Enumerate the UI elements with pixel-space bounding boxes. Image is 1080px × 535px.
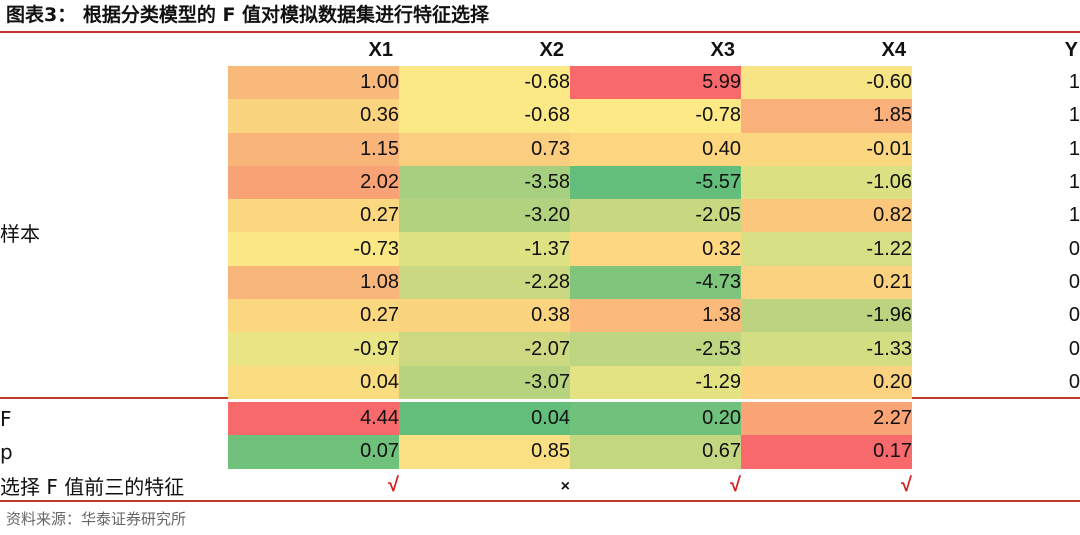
stat-row-p: p 0.07 0.85 0.67 0.17: [0, 435, 1080, 469]
stat-label: F: [0, 406, 12, 431]
corner-cell: [0, 34, 228, 66]
stat-cell: 4.44: [228, 401, 399, 436]
empty-cell: [912, 435, 1080, 468]
heatmap-cell: -0.78: [570, 99, 741, 133]
check-icon: √: [388, 473, 399, 496]
column-header-x1: X1: [368, 38, 393, 61]
heatmap-cell: -1.06: [741, 165, 912, 200]
heatmap-cell: -2.28: [399, 265, 570, 300]
heatmap-cell: 0.27: [228, 199, 399, 233]
heatmap-cell: -3.20: [399, 199, 570, 233]
heatmap-cell: -4.73: [570, 265, 741, 300]
column-header-x3: X3: [710, 38, 735, 61]
source-note: 资料来源：华泰证券研究所: [6, 510, 187, 528]
heatmap-cell: -1.33: [741, 332, 912, 366]
heatmap-cell: 0.82: [741, 199, 912, 233]
heatmap-cell: -3.58: [399, 165, 570, 200]
stat-cell: 0.17: [741, 435, 912, 469]
selection-label: 选择 F 值前三的特征: [0, 474, 185, 499]
label-value: 0: [1068, 304, 1080, 327]
check-icon: √: [901, 473, 912, 496]
label-value: 1: [1068, 104, 1080, 127]
heatmap-cell: 0.36: [228, 99, 399, 133]
sample-row: 0.27 -3.20 -2.05 0.82 1: [0, 199, 1080, 233]
heatmap-cell: 0.40: [570, 132, 741, 166]
sample-row: -0.73 -1.37 0.32 -1.22 0: [0, 232, 1080, 266]
sample-row: 样本 1.00 -0.68 5.99 -0.60 1: [0, 66, 1080, 246]
heatmap-cell: 0.20: [741, 365, 912, 399]
label-value: 1: [1068, 71, 1080, 94]
heatmap-cell: 1.15: [228, 132, 399, 166]
label-value: 0: [1068, 270, 1080, 293]
stat-cell: 2.27: [741, 401, 912, 436]
heatmap-cell: 0.73: [399, 132, 570, 166]
cross-icon: ×: [560, 477, 570, 495]
selection-cell: √: [570, 469, 741, 502]
sample-row: 0.04 -3.07 -1.29 0.20 0: [0, 365, 1080, 399]
heatmap-cell: -0.73: [228, 232, 399, 266]
sample-row: 1.15 0.73 0.40 -0.01 1: [0, 132, 1080, 166]
label-value: 0: [1068, 370, 1080, 393]
heatmap-cell: 0.27: [228, 299, 399, 333]
bottom-rule: [0, 500, 1080, 502]
heatmap-cell: -2.05: [570, 199, 741, 233]
heatmap-cell: 1.00: [228, 66, 399, 100]
stat-cell: 0.20: [570, 401, 741, 436]
heatmap-cell: -0.01: [741, 132, 912, 166]
stat-cell: 0.07: [228, 435, 399, 469]
heatmap-cell: 0.04: [228, 365, 399, 399]
heatmap-cell: -0.97: [228, 332, 399, 366]
sample-row: 1.08 -2.28 -4.73 0.21 0: [0, 265, 1080, 300]
heatmap-body: X1 X2 X3 X4 Y 样本 1.00 -0.68 5.99 -0.60 1 0.36-…: [0, 34, 1080, 502]
selection-cell: ×: [399, 469, 570, 502]
heatmap-cell: -1.29: [570, 365, 741, 399]
selection-cell: √: [228, 469, 399, 502]
selection-row: 选择 F 值前三的特征 √ × √ √: [0, 469, 1080, 502]
header-row: X1 X2 X3 X4 Y: [0, 34, 1080, 66]
stat-cell: 0.67: [570, 435, 741, 469]
selection-cell: √: [741, 469, 912, 502]
column-header-y: Y: [1064, 38, 1078, 61]
sample-row: 2.02 -3.58 -5.57 -1.06 1: [0, 165, 1080, 200]
heatmap-cell: -5.57: [570, 165, 741, 200]
label-value: 1: [1068, 137, 1080, 160]
empty-cell: [912, 402, 1080, 435]
stat-cell: 0.85: [399, 435, 570, 469]
empty-cell: [912, 469, 1080, 502]
group-label: 样本: [0, 221, 40, 246]
label-value: 0: [1068, 337, 1080, 360]
stat-label: p: [0, 439, 13, 464]
heatmap-cell: -3.07: [399, 365, 570, 399]
heatmap-cell: 1.08: [228, 265, 399, 300]
heatmap-cell: 0.32: [570, 232, 741, 266]
check-icon: √: [730, 473, 741, 496]
heatmap-cell: 1.85: [741, 99, 912, 133]
heatmap-table: X1 X2 X3 X4 Y 样本 1.00 -0.68 5.99 -0.60 1 0.36-…: [0, 34, 1080, 502]
sample-row: -0.97 -2.07 -2.53 -1.33 0: [0, 332, 1080, 366]
heatmap-cell: -1.96: [741, 299, 912, 333]
heatmap-cell: 5.99: [570, 66, 741, 100]
heatmap-cell: -1.22: [741, 232, 912, 266]
heatmap-cell: 0.38: [399, 299, 570, 333]
heatmap-cell: -0.68: [399, 99, 570, 133]
label-value: 0: [1068, 237, 1080, 260]
heatmap-cell: -2.53: [570, 332, 741, 366]
heatmap-cell: 0.21: [741, 265, 912, 300]
label-value: 1: [1068, 204, 1080, 227]
heatmap-cell: -2.07: [399, 332, 570, 366]
stat-cell: 0.04: [399, 401, 570, 436]
top-rule: [0, 31, 1080, 33]
sample-row: 0.36 -0.68 -0.78 1.85 1: [0, 99, 1080, 133]
column-header-x4: X4: [881, 38, 906, 61]
chart-title: 图表3： 根据分类模型的 F 值对模拟数据集进行特征选择: [6, 4, 490, 26]
stat-row-f: F 4.44 0.04 0.20 2.27: [0, 401, 1080, 436]
label-value: 1: [1068, 171, 1080, 194]
sample-row: 0.27 0.38 1.38 -1.96 0: [0, 299, 1080, 333]
heatmap-cell: -0.60: [741, 66, 912, 100]
heatmap-cell: 2.02: [228, 165, 399, 200]
heatmap-cell: -0.68: [399, 66, 570, 100]
heatmap-cell: 1.38: [570, 299, 741, 333]
column-header-x2: X2: [539, 38, 564, 61]
heatmap-cell: -1.37: [399, 232, 570, 266]
